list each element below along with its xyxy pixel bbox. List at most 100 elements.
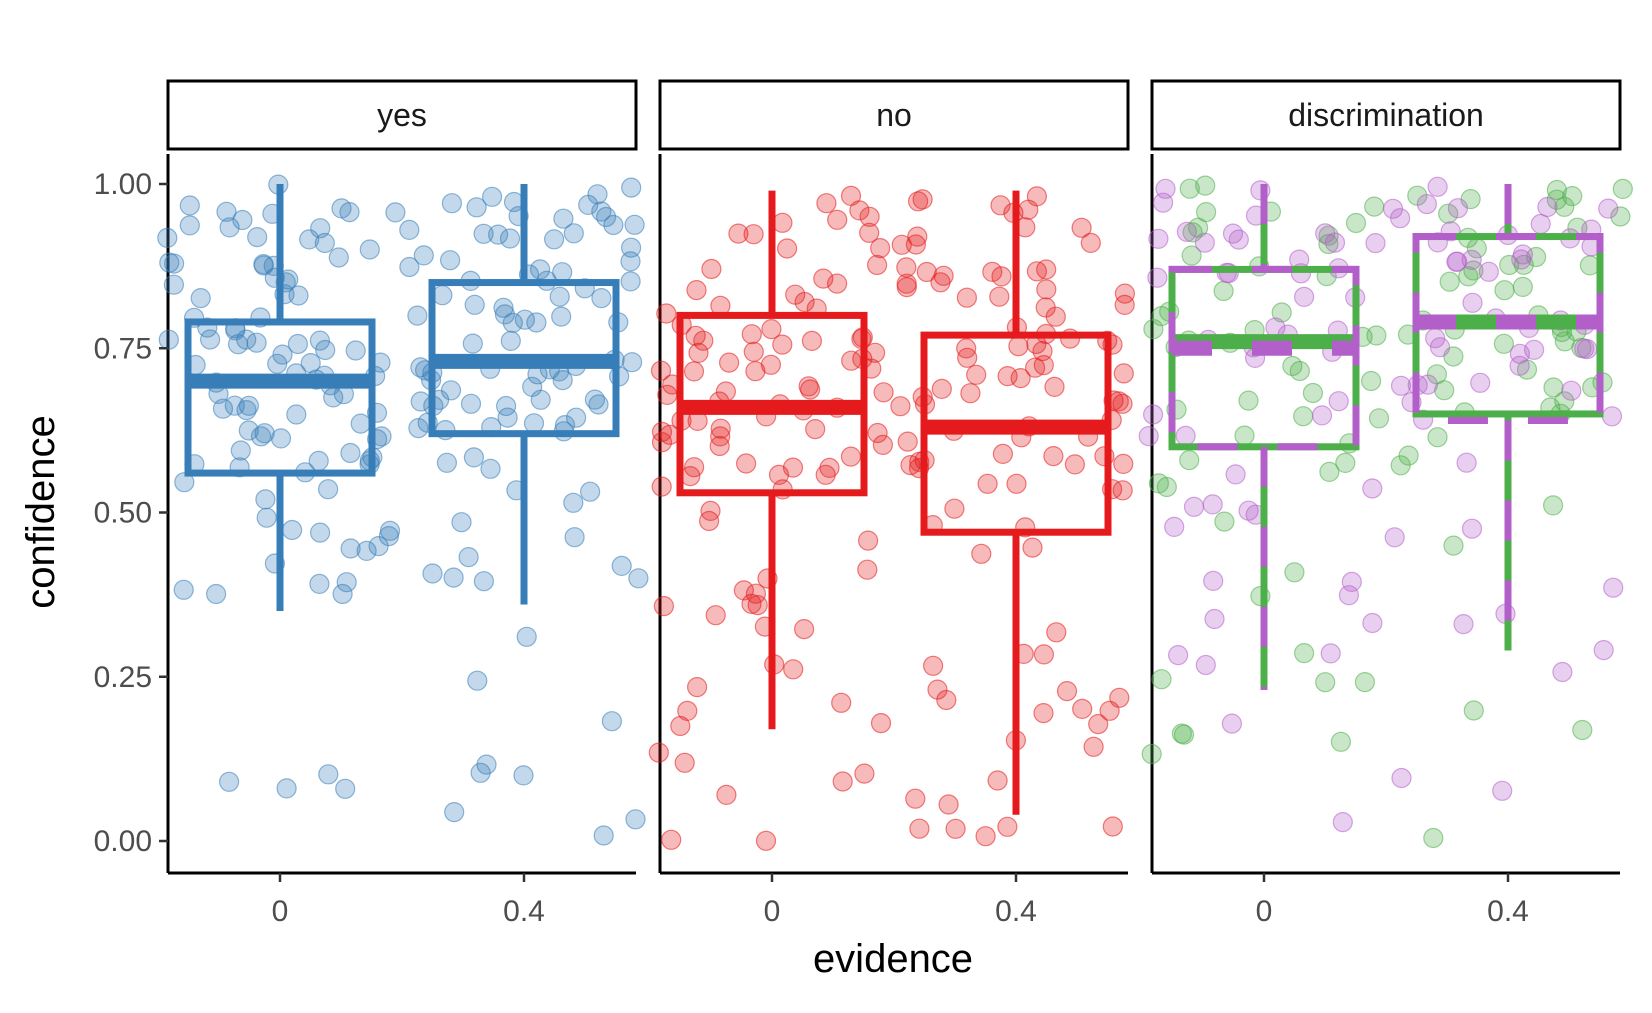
x-tick-label: 0.4 [503, 895, 545, 928]
data-point [1113, 363, 1134, 384]
data-point [282, 519, 303, 541]
data-point [1151, 669, 1172, 690]
data-point [1234, 425, 1255, 446]
data-point [336, 572, 357, 593]
data-point [1601, 406, 1623, 427]
data-point [228, 334, 249, 355]
data-point [840, 446, 862, 467]
data-point [1179, 178, 1200, 199]
data-point [458, 546, 479, 568]
data-point [256, 507, 277, 528]
box-no-0 [676, 190, 868, 730]
data-point [549, 286, 570, 307]
data-point [831, 692, 852, 713]
box-discrimination-0 [1168, 184, 1360, 690]
data-point [236, 400, 257, 421]
data-point [529, 259, 551, 280]
data-point [909, 818, 930, 839]
facet-strip [658, 79, 1130, 151]
box-discrimination-0.4 [1412, 184, 1604, 651]
data-point [1461, 518, 1483, 539]
data-point [480, 458, 501, 479]
box-discrimination-0.4 [1412, 184, 1604, 651]
data-point [1330, 731, 1352, 752]
data-point [587, 184, 608, 205]
data-point [1542, 495, 1564, 516]
data-point [1045, 306, 1066, 327]
data-point [179, 215, 200, 236]
data-point [960, 383, 981, 404]
data-point [1447, 198, 1469, 219]
facet-strip [1150, 79, 1622, 151]
data-point [716, 784, 737, 806]
data-point [1109, 687, 1130, 708]
data-point [1176, 221, 1198, 242]
data-point [997, 816, 1018, 837]
data-point [563, 492, 584, 513]
data-point [1463, 700, 1484, 721]
data-point [896, 273, 917, 294]
data-point [728, 223, 749, 244]
data-point [670, 715, 691, 737]
data-point [463, 447, 484, 468]
data-point [907, 226, 928, 247]
data-point [1478, 261, 1499, 282]
data-point [1225, 464, 1246, 485]
data-point [318, 764, 339, 785]
data-point [1610, 206, 1631, 227]
y-axis-title: confidence [19, 415, 63, 608]
data-point [840, 185, 862, 206]
data-point [1222, 223, 1244, 244]
data-point [997, 366, 1018, 387]
data-point [526, 312, 547, 333]
data-point [827, 209, 848, 230]
data-point [931, 378, 952, 399]
data-point [620, 271, 641, 292]
x-tick-label: 0 [764, 895, 781, 928]
data-point [440, 250, 461, 271]
data-point [841, 350, 862, 371]
data-point [1364, 196, 1385, 217]
data-point [516, 626, 537, 647]
data-point [651, 476, 672, 497]
data-point [857, 530, 879, 551]
data-point [462, 333, 483, 354]
data-point [328, 247, 349, 268]
data-point [1194, 232, 1215, 253]
data-point [661, 829, 682, 850]
data-point [595, 206, 617, 228]
data-point [432, 285, 453, 306]
data-point [553, 208, 574, 229]
data-point [905, 788, 926, 809]
data-point [1561, 380, 1582, 401]
data-point [1554, 196, 1575, 217]
data-point [743, 224, 764, 245]
data-point [1365, 233, 1386, 254]
data-point [620, 251, 641, 272]
data-point [158, 329, 179, 350]
box-iqr [184, 318, 376, 477]
data-point [314, 232, 335, 254]
data-point [1493, 333, 1515, 354]
box-no-0.4 [920, 190, 1112, 815]
x-tick-label: 0 [1256, 895, 1273, 928]
data-point [1543, 377, 1564, 398]
data-point [1008, 336, 1029, 357]
data-point [309, 573, 330, 595]
data-point [1228, 229, 1249, 250]
data-point [356, 540, 377, 562]
data-point [656, 303, 677, 324]
data-point [1056, 680, 1078, 702]
data-point [718, 352, 740, 373]
data-point [1429, 337, 1451, 358]
data-point [628, 568, 649, 589]
data-point [755, 830, 777, 851]
data-point [502, 312, 523, 333]
data-point [1360, 370, 1382, 392]
data-point [1114, 283, 1136, 304]
data-point [436, 452, 457, 473]
data-point [1202, 494, 1223, 515]
data-point [688, 342, 709, 363]
data-point [287, 333, 308, 355]
data-point [956, 287, 978, 308]
